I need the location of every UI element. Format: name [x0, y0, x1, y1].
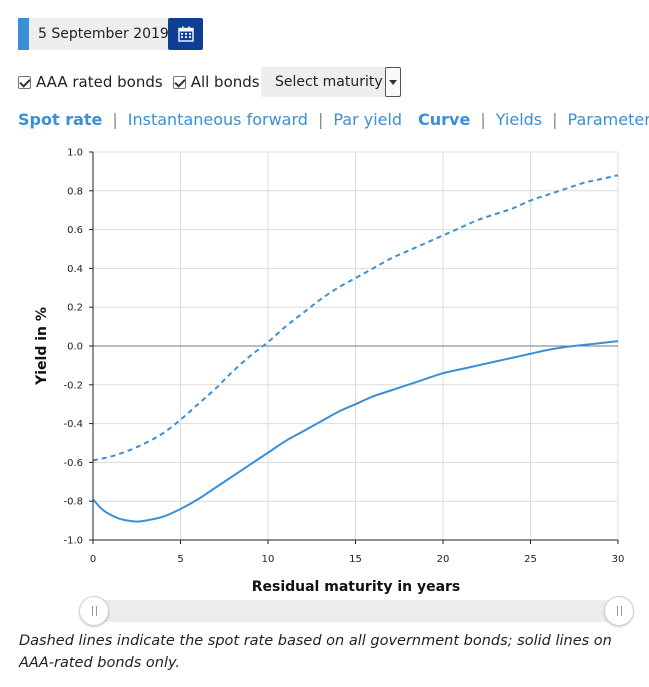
x-axis-title: Residual maturity in years: [252, 579, 461, 595]
tab-par-yield[interactable]: Par yield: [333, 109, 403, 129]
rate-type-tabs: Spot rate | Instantaneous forward | Par …: [18, 108, 402, 130]
maturity-select-label: Select maturity: [275, 74, 383, 90]
tab-separator: |: [317, 109, 324, 129]
x-tick-label: 0: [90, 554, 96, 565]
y-tick-label: 0.6: [67, 225, 83, 236]
y-tick-label: -1.0: [63, 536, 83, 547]
tab-separator: |: [480, 109, 486, 129]
tab-instantaneous-forward[interactable]: Instantaneous forward: [127, 109, 308, 129]
chart-grid: [93, 151, 619, 540]
calendar-button[interactable]: [168, 18, 203, 50]
calendar-icon: [177, 26, 194, 42]
y-tick-label: -0.6: [63, 458, 83, 469]
chevron-down-icon[interactable]: [385, 67, 401, 97]
x-tick-label: 10: [262, 554, 275, 565]
axes-group: [89, 151, 619, 544]
x-tick-label: 20: [437, 554, 450, 565]
y-axis-title: Yield in %: [34, 307, 50, 386]
yield-curve-chart: -1.0 -0.8 -0.6 -0.4 -0.2 0.0 0.2 0.4 0.6 0.8 1.0 0 5…: [34, 148, 624, 596]
tab-separator: |: [112, 109, 118, 129]
y-tick-label: 0.2: [67, 303, 83, 314]
y-tick-label: -0.4: [63, 419, 83, 430]
slider-handle-right[interactable]: [604, 596, 634, 626]
bond-filter-row: AAA rated bonds All bonds: [18, 67, 270, 97]
aaa-bonds-checkbox[interactable]: AAA rated bonds: [18, 73, 163, 91]
chart-caption: Dashed lines indicate the spot rate base…: [19, 633, 612, 671]
aaa-checkbox-box[interactable]: [18, 75, 31, 89]
view-tabs: Curve | Yields | Parameters: [418, 108, 649, 130]
tab-parameters[interactable]: Parameters: [567, 109, 649, 129]
maturity-range-slider[interactable]: [93, 600, 619, 622]
date-picker[interactable]: 5 September 2019: [18, 18, 180, 50]
x-tick-label: 30: [612, 554, 625, 565]
x-tick-label: 15: [349, 554, 362, 565]
y-tick-label: 1.0: [67, 148, 83, 159]
y-tick-label: 0.8: [67, 186, 83, 197]
y-tick-label: -0.2: [63, 380, 83, 391]
all-checkbox-box[interactable]: [172, 75, 186, 89]
date-field[interactable]: 5 September 2019: [29, 18, 180, 50]
all-bonds-checkbox[interactable]: All bonds: [172, 73, 260, 91]
x-tick-label: 5: [177, 554, 183, 565]
x-tick-label: 25: [524, 554, 537, 565]
tab-spot-rate[interactable]: Spot rate: [18, 109, 103, 129]
slider-handle-left[interactable]: [79, 596, 109, 626]
tab-curve[interactable]: Curve: [418, 109, 471, 129]
series-aaa-bonds-line: [92, 340, 619, 523]
maturity-select[interactable]: Select maturity: [261, 67, 401, 97]
date-accent-bar: [18, 18, 29, 50]
series-all-bonds-line: [92, 174, 619, 462]
y-tick-label: -0.8: [63, 497, 83, 508]
tab-separator: |: [552, 109, 558, 129]
tab-yields[interactable]: Yields: [495, 109, 543, 129]
y-tick-label: 0.4: [67, 264, 83, 275]
tick-labels: -1.0 -0.8 -0.6 -0.4 -0.2 0.0 0.2 0.4 0.6 0.8 1.0 0 5…: [63, 148, 624, 566]
y-tick-label: 0.0: [67, 342, 83, 353]
aaa-checkbox-label: AAA rated bonds: [36, 73, 163, 91]
all-checkbox-label: All bonds: [190, 73, 260, 91]
series-group: [92, 174, 619, 523]
